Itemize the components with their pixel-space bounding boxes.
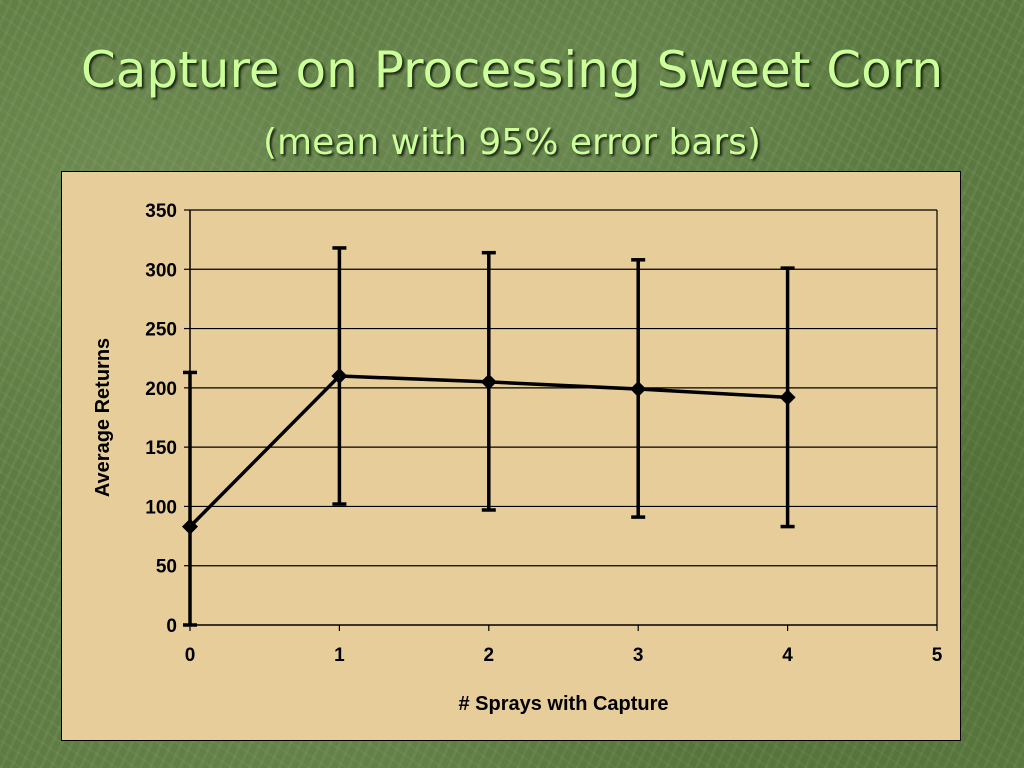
line-chart: 0 50 100 150 200 250 300 350 0 1 2 3 4 5 # Sprays wi… (92, 201, 943, 715)
y-tick-label-150: 150 (145, 438, 177, 459)
x-tick-label-4: 4 (782, 645, 793, 666)
x-tick-label-2: 2 (484, 645, 495, 666)
y-tick-labels: 0 50 100 150 200 250 300 350 (145, 201, 177, 637)
data-point-1 (331, 368, 348, 384)
data-point-2 (480, 373, 497, 390)
x-tick-labels: 0 1 2 3 4 5 (185, 645, 943, 666)
y-tick-label-0: 0 (166, 616, 177, 637)
x-tick-label-0: 0 (185, 645, 196, 666)
x-axis-title: # Sprays with Capture (458, 693, 668, 715)
y-tick-label-350: 350 (145, 201, 177, 222)
y-tick-label-250: 250 (145, 320, 177, 341)
chart-frame: 0 50 100 150 200 250 300 350 0 1 2 3 4 5 # Sprays wi… (61, 171, 961, 741)
gridlines (190, 209, 937, 567)
x-tick-label-3: 3 (633, 645, 644, 666)
slide-title: Capture on Processing Sweet Corn (80, 41, 944, 99)
x-tick-label-1: 1 (334, 645, 345, 666)
series-group (182, 368, 796, 535)
y-tick-label-50: 50 (156, 557, 177, 578)
y-axis-title: Average Returns (92, 338, 114, 497)
data-point-0 (182, 518, 198, 535)
slide-subtitle: (mean with 95% error bars) (263, 122, 761, 163)
y-tick-label-300: 300 (145, 260, 177, 281)
data-point-3 (630, 381, 647, 398)
x-tick-label-5: 5 (932, 645, 943, 666)
error-bars (183, 246, 795, 627)
y-tick-label-100: 100 (145, 497, 177, 518)
data-point-4 (779, 389, 796, 406)
y-tick-label-200: 200 (145, 379, 177, 400)
